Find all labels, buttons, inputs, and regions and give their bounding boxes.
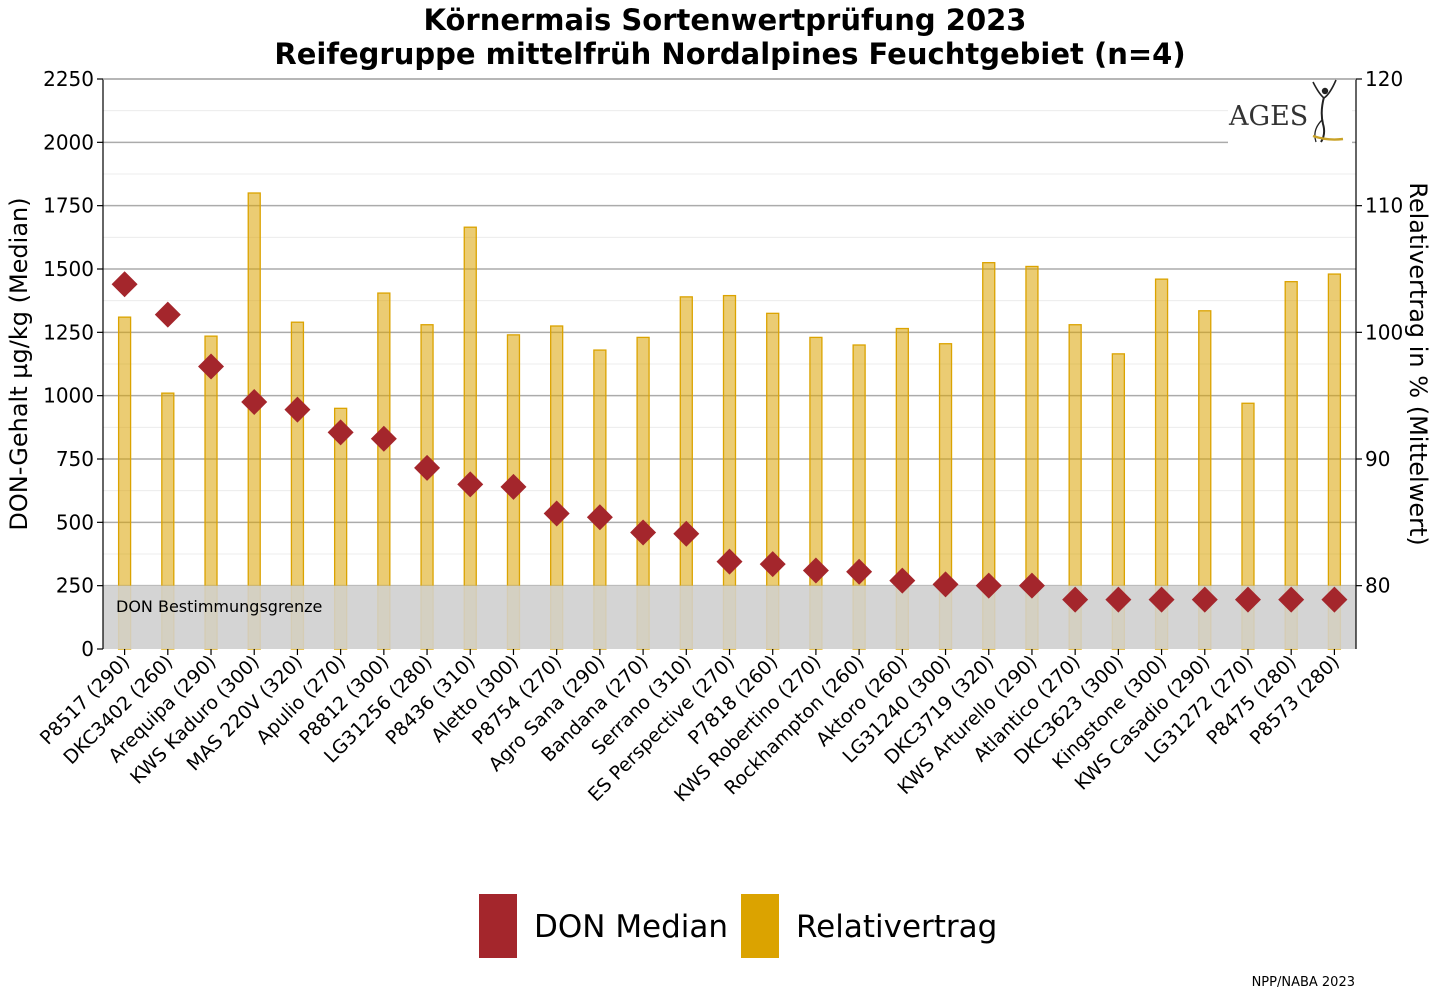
y2-tick-label: 80 <box>1365 574 1390 598</box>
marker-don-median <box>889 567 916 594</box>
marker-don-median <box>241 389 268 415</box>
legend-swatch-don-median <box>479 894 517 958</box>
y2-tick-label: 120 <box>1365 67 1403 91</box>
marker-don-median <box>673 520 700 547</box>
marker-don-median <box>975 572 1002 599</box>
legend: DON Median Relativertrag <box>479 894 997 958</box>
marker-don-median <box>802 557 829 584</box>
chart-subtitle: Reifegruppe mittelfrüh Nordalpines Feuch… <box>274 37 1185 71</box>
y-tick-label: 0 <box>81 637 94 661</box>
y2-tick-label: 110 <box>1365 194 1403 218</box>
source-note: NPP/NABA 2023 <box>1252 975 1355 990</box>
marker-series-layer <box>111 271 1348 613</box>
marker-don-median <box>500 473 527 500</box>
marker-don-median <box>846 558 873 585</box>
marker-don-median <box>1148 586 1175 613</box>
marker-don-median <box>370 425 397 452</box>
legend-label-don-median: DON Median <box>534 909 728 945</box>
marker-don-median <box>154 301 181 328</box>
marker-don-median <box>198 353 225 380</box>
marker-don-median <box>1062 586 1089 613</box>
ages-logo: AGES <box>1228 79 1352 144</box>
logo-text: AGES <box>1228 101 1308 132</box>
bar-relativertrag <box>247 192 261 650</box>
marker-don-median <box>1191 586 1218 613</box>
marker-don-median <box>1018 572 1045 599</box>
logo-figure-icon <box>1312 79 1344 143</box>
y-axis-title: DON-Gehalt µg/kg (Median) <box>5 197 33 530</box>
y-tick-label: 1500 <box>43 257 94 281</box>
y2-axis-title: Relativertrag in % (Mittelwert) <box>1404 182 1432 545</box>
marker-don-median <box>759 551 786 578</box>
y2-tick-label: 90 <box>1365 447 1390 471</box>
y-tick-label: 1000 <box>43 384 94 408</box>
bar-series-layer <box>103 192 1356 650</box>
chart-title: Körnermais Sortenwertprüfung 2023 <box>424 3 1027 37</box>
y-tick-label: 2000 <box>43 130 94 154</box>
y-tick-label: 750 <box>56 447 94 471</box>
marker-don-median <box>586 504 613 531</box>
marker-don-median <box>1105 586 1132 613</box>
marker-don-median <box>457 471 484 498</box>
marker-don-median <box>111 271 138 298</box>
marker-don-median <box>414 454 441 481</box>
marker-don-median <box>327 419 354 446</box>
marker-don-median <box>284 396 311 423</box>
limit-band-overlay <box>103 585 1356 649</box>
y-tick-label: 1250 <box>43 320 94 344</box>
marker-don-median <box>1321 586 1348 613</box>
y2-tick-label: 100 <box>1365 320 1403 344</box>
y-tick-label: 500 <box>56 510 94 534</box>
y-tick-label: 1750 <box>43 194 94 218</box>
legend-label-relativertrag: Relativertrag <box>796 909 997 945</box>
limit-band-label: DON Bestimmungsgrenze <box>116 597 322 616</box>
axes-layer: 0 250 500 750 1000 1250 1500 1750 2000 2250 80 90 10… <box>36 67 1403 806</box>
marker-don-median <box>1278 586 1305 613</box>
marker-don-median <box>932 571 959 598</box>
marker-don-median <box>630 519 657 546</box>
legend-swatch-relativertrag <box>741 894 779 958</box>
logo-backdrop <box>1228 82 1352 144</box>
y-tick-label: 2250 <box>43 67 94 91</box>
marker-don-median <box>716 548 743 575</box>
y-tick-label: 250 <box>56 574 94 598</box>
marker-don-median <box>1234 586 1261 613</box>
marker-don-median <box>543 500 570 527</box>
